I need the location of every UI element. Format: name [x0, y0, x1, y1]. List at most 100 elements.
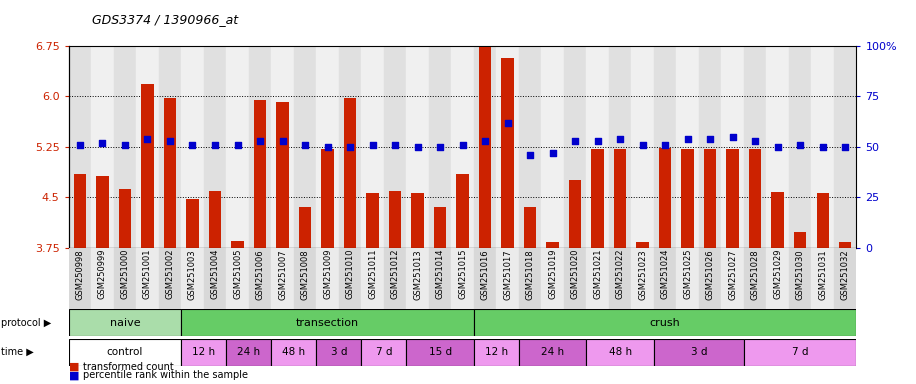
- Bar: [518, 248, 541, 309]
- Bar: [203, 46, 226, 248]
- Point: [230, 142, 245, 148]
- Bar: [722, 46, 744, 248]
- Bar: [586, 248, 609, 309]
- Point: [478, 138, 493, 144]
- Point: [545, 150, 560, 156]
- Text: GSM251010: GSM251010: [345, 249, 354, 300]
- Bar: [407, 248, 429, 309]
- Bar: [271, 339, 316, 366]
- Point: [793, 142, 808, 148]
- Bar: [654, 46, 676, 248]
- Bar: [429, 248, 452, 309]
- Point: [568, 138, 583, 144]
- Text: 15 d: 15 d: [429, 347, 452, 357]
- Bar: [654, 339, 744, 366]
- Text: GSM251028: GSM251028: [751, 249, 759, 300]
- Bar: [434, 207, 446, 248]
- Bar: [541, 248, 564, 309]
- Point: [208, 142, 223, 148]
- Bar: [541, 46, 564, 248]
- Point: [253, 138, 267, 144]
- Bar: [226, 248, 249, 309]
- Point: [298, 142, 312, 148]
- Text: GSM251027: GSM251027: [728, 249, 737, 300]
- Bar: [271, 46, 294, 248]
- Bar: [771, 192, 784, 248]
- Text: 24 h: 24 h: [237, 347, 260, 357]
- Bar: [586, 339, 654, 366]
- Text: ■: ■: [69, 370, 79, 380]
- Bar: [518, 46, 541, 248]
- Text: GSM251002: GSM251002: [166, 249, 174, 300]
- Bar: [749, 149, 761, 248]
- Text: 3 d: 3 d: [331, 347, 347, 357]
- Point: [815, 144, 830, 150]
- Text: crush: crush: [649, 318, 681, 328]
- Bar: [834, 46, 856, 248]
- Bar: [592, 149, 604, 248]
- Bar: [524, 207, 536, 248]
- Text: GDS3374 / 1390966_at: GDS3374 / 1390966_at: [92, 13, 238, 26]
- Text: GSM251006: GSM251006: [256, 249, 265, 300]
- Text: GSM251003: GSM251003: [188, 249, 197, 300]
- Point: [770, 144, 785, 150]
- Point: [275, 138, 289, 144]
- Bar: [699, 46, 722, 248]
- Bar: [654, 248, 676, 309]
- Text: control: control: [107, 347, 143, 357]
- Text: GSM251032: GSM251032: [841, 249, 850, 300]
- Text: 48 h: 48 h: [608, 347, 632, 357]
- Text: GSM251029: GSM251029: [773, 249, 782, 300]
- Bar: [744, 248, 767, 309]
- Text: GSM251017: GSM251017: [503, 249, 512, 300]
- Text: protocol ▶: protocol ▶: [1, 318, 51, 328]
- Bar: [249, 46, 271, 248]
- Bar: [564, 46, 586, 248]
- Bar: [181, 339, 226, 366]
- Point: [140, 136, 155, 142]
- Point: [747, 138, 762, 144]
- Bar: [411, 193, 424, 248]
- Bar: [181, 46, 203, 248]
- Bar: [141, 84, 154, 248]
- Bar: [114, 46, 136, 248]
- Bar: [496, 248, 518, 309]
- Bar: [812, 46, 834, 248]
- Bar: [209, 190, 221, 248]
- Text: GSM251022: GSM251022: [616, 249, 625, 300]
- Bar: [429, 46, 452, 248]
- Text: GSM251013: GSM251013: [413, 249, 422, 300]
- Bar: [637, 242, 649, 248]
- Bar: [181, 248, 203, 309]
- Bar: [389, 190, 401, 248]
- Bar: [789, 46, 812, 248]
- Bar: [203, 248, 226, 309]
- Text: GSM251016: GSM251016: [481, 249, 489, 300]
- Text: GSM251026: GSM251026: [705, 249, 714, 300]
- Bar: [366, 193, 378, 248]
- Bar: [456, 174, 469, 248]
- Bar: [744, 339, 856, 366]
- Bar: [158, 46, 181, 248]
- Text: GSM251000: GSM251000: [121, 249, 129, 300]
- Bar: [564, 248, 586, 309]
- Point: [500, 120, 515, 126]
- Bar: [322, 149, 333, 248]
- Bar: [384, 248, 407, 309]
- Bar: [339, 248, 361, 309]
- Text: GSM251020: GSM251020: [571, 249, 580, 300]
- Text: GSM251007: GSM251007: [278, 249, 287, 300]
- Text: GSM251015: GSM251015: [458, 249, 467, 300]
- Text: GSM251019: GSM251019: [548, 249, 557, 300]
- Bar: [232, 241, 244, 248]
- Text: transformed count: transformed count: [83, 362, 174, 372]
- Point: [613, 136, 627, 142]
- Text: GSM250999: GSM250999: [98, 249, 107, 300]
- Text: GSM251014: GSM251014: [436, 249, 444, 300]
- Bar: [407, 46, 429, 248]
- Bar: [181, 309, 474, 336]
- Bar: [518, 339, 586, 366]
- Text: 12 h: 12 h: [192, 347, 215, 357]
- Bar: [609, 248, 631, 309]
- Text: 7 d: 7 d: [376, 347, 392, 357]
